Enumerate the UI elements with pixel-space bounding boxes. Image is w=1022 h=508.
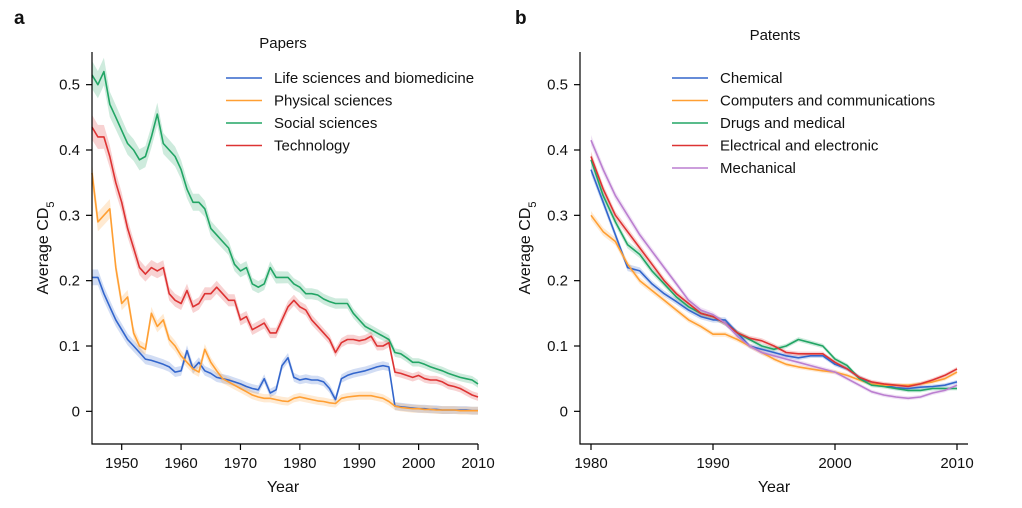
x-tick-label: 1980: [574, 455, 607, 472]
legend-papers: Life sciences and biomedicine Physical sc…: [226, 70, 474, 155]
band-computers-and-communications: [591, 211, 957, 388]
y-tick-label: 0.4: [547, 142, 568, 159]
y-axis-label-text-papers: Average CD: [35, 208, 52, 295]
legend-label-chemical: Chemical: [720, 70, 783, 87]
legend-item-computers-and-communications: Computers and communications: [672, 93, 935, 110]
legend-item-technology: Technology: [226, 138, 350, 155]
y-axis-label-patents: Average CD5: [517, 202, 539, 295]
series-line-electrical-and-electronic: [590, 156, 958, 388]
series-line-drugs-and-medical: [590, 159, 957, 392]
x-tick-label: 1970: [224, 455, 257, 472]
legend-label-life-sciences-and-biomedicine: Life sciences and biomedicine: [274, 70, 474, 87]
legend-label-drugs-and-medical: Drugs and medical: [720, 115, 845, 132]
panel-papers: a Papers 0 0.1 0.2 0.3 0.4 0.5 1950 1960 1970 198…: [14, 8, 495, 496]
legend-item-physical-sciences: Physical sciences: [226, 93, 392, 110]
band-life-sciences-and-biomedicine: [92, 269, 478, 415]
series-line-technology: [91, 126, 479, 398]
axes-frame-patents: [579, 52, 968, 445]
legend-item-electrical-and-electronic: Electrical and electronic: [672, 138, 879, 155]
y-tick-label: 0.3: [547, 207, 568, 224]
legend-item-life-sciences-and-biomedicine: Life sciences and biomedicine: [226, 70, 474, 87]
y-axis-label-papers: Average CD5: [35, 202, 57, 295]
y-tick-label: 0.2: [547, 273, 568, 290]
y-tick-label: 0.5: [59, 77, 80, 94]
y-tick-label: 0: [560, 403, 568, 420]
legend-label-computers-and-communications: Computers and communications: [720, 93, 935, 110]
legend-label-social-sciences: Social sciences: [274, 115, 377, 132]
x-tick-label: 1990: [696, 455, 729, 472]
x-axis-label-papers: Year: [267, 479, 300, 496]
axis-ticks-patents: 0 0.1 0.2 0.3 0.4 0.5 1980 1990 2000 2010: [547, 77, 974, 472]
x-tick-label: 1980: [283, 455, 316, 472]
panel-patents: b Patents 0 0.1 0.2 0.3 0.4 0.5 1980 1990 2000 20…: [515, 8, 974, 496]
series-line-life-sciences-and-biomedicine: [92, 276, 478, 412]
legend-label-mechanical: Mechanical: [720, 160, 796, 177]
x-tick-label: 2000: [402, 455, 435, 472]
legend-item-drugs-and-medical: Drugs and medical: [672, 115, 845, 132]
x-tick-label: 2010: [940, 455, 973, 472]
legend-item-social-sciences: Social sciences: [226, 115, 377, 132]
x-tick-label: 1960: [164, 455, 197, 472]
x-tick-label: 2010: [461, 455, 494, 472]
axes-frame-papers: [91, 52, 478, 445]
y-axis-label-subscript-patents: 5: [527, 202, 539, 208]
y-axis-label-text-patents: Average CD: [517, 208, 534, 295]
series-line-mechanical: [590, 139, 958, 400]
series-line-social-sciences: [91, 70, 479, 385]
y-tick-label: 0.2: [59, 273, 80, 290]
legend-label-electrical-and-electronic: Electrical and electronic: [720, 138, 879, 155]
y-tick-label: 0.3: [59, 207, 80, 224]
chart-title-papers: Papers: [259, 35, 307, 52]
y-axis-label-subscript-papers: 5: [45, 202, 57, 208]
x-axis-label-patents: Year: [758, 479, 791, 496]
chart-title-patents: Patents: [750, 27, 801, 44]
y-tick-label: 0.5: [547, 77, 568, 94]
panel-letter-a: a: [14, 8, 25, 29]
legend-label-physical-sciences: Physical sciences: [274, 93, 392, 110]
legend-item-mechanical: Mechanical: [672, 160, 796, 177]
legend-label-technology: Technology: [274, 138, 350, 155]
y-tick-label: 0: [72, 403, 80, 420]
legend-item-chemical: Chemical: [672, 70, 783, 87]
x-tick-label: 1950: [105, 455, 138, 472]
series-line-physical-sciences: [91, 172, 478, 412]
y-tick-label: 0.1: [547, 338, 568, 355]
series-lines-patents: [590, 139, 958, 400]
legend-patents: Chemical Computers and communications Drug…: [672, 70, 935, 177]
panel-letter-b: b: [515, 8, 527, 29]
y-tick-label: 0.1: [59, 338, 80, 355]
series-lines-papers: [91, 70, 479, 412]
axis-ticks-papers: 0 0.1 0.2 0.3 0.4 0.5 1950 1960 1970 1980 1990 2000…: [59, 77, 495, 472]
x-tick-label: 2000: [818, 455, 851, 472]
y-tick-label: 0.4: [59, 142, 80, 159]
x-tick-label: 1990: [343, 455, 376, 472]
